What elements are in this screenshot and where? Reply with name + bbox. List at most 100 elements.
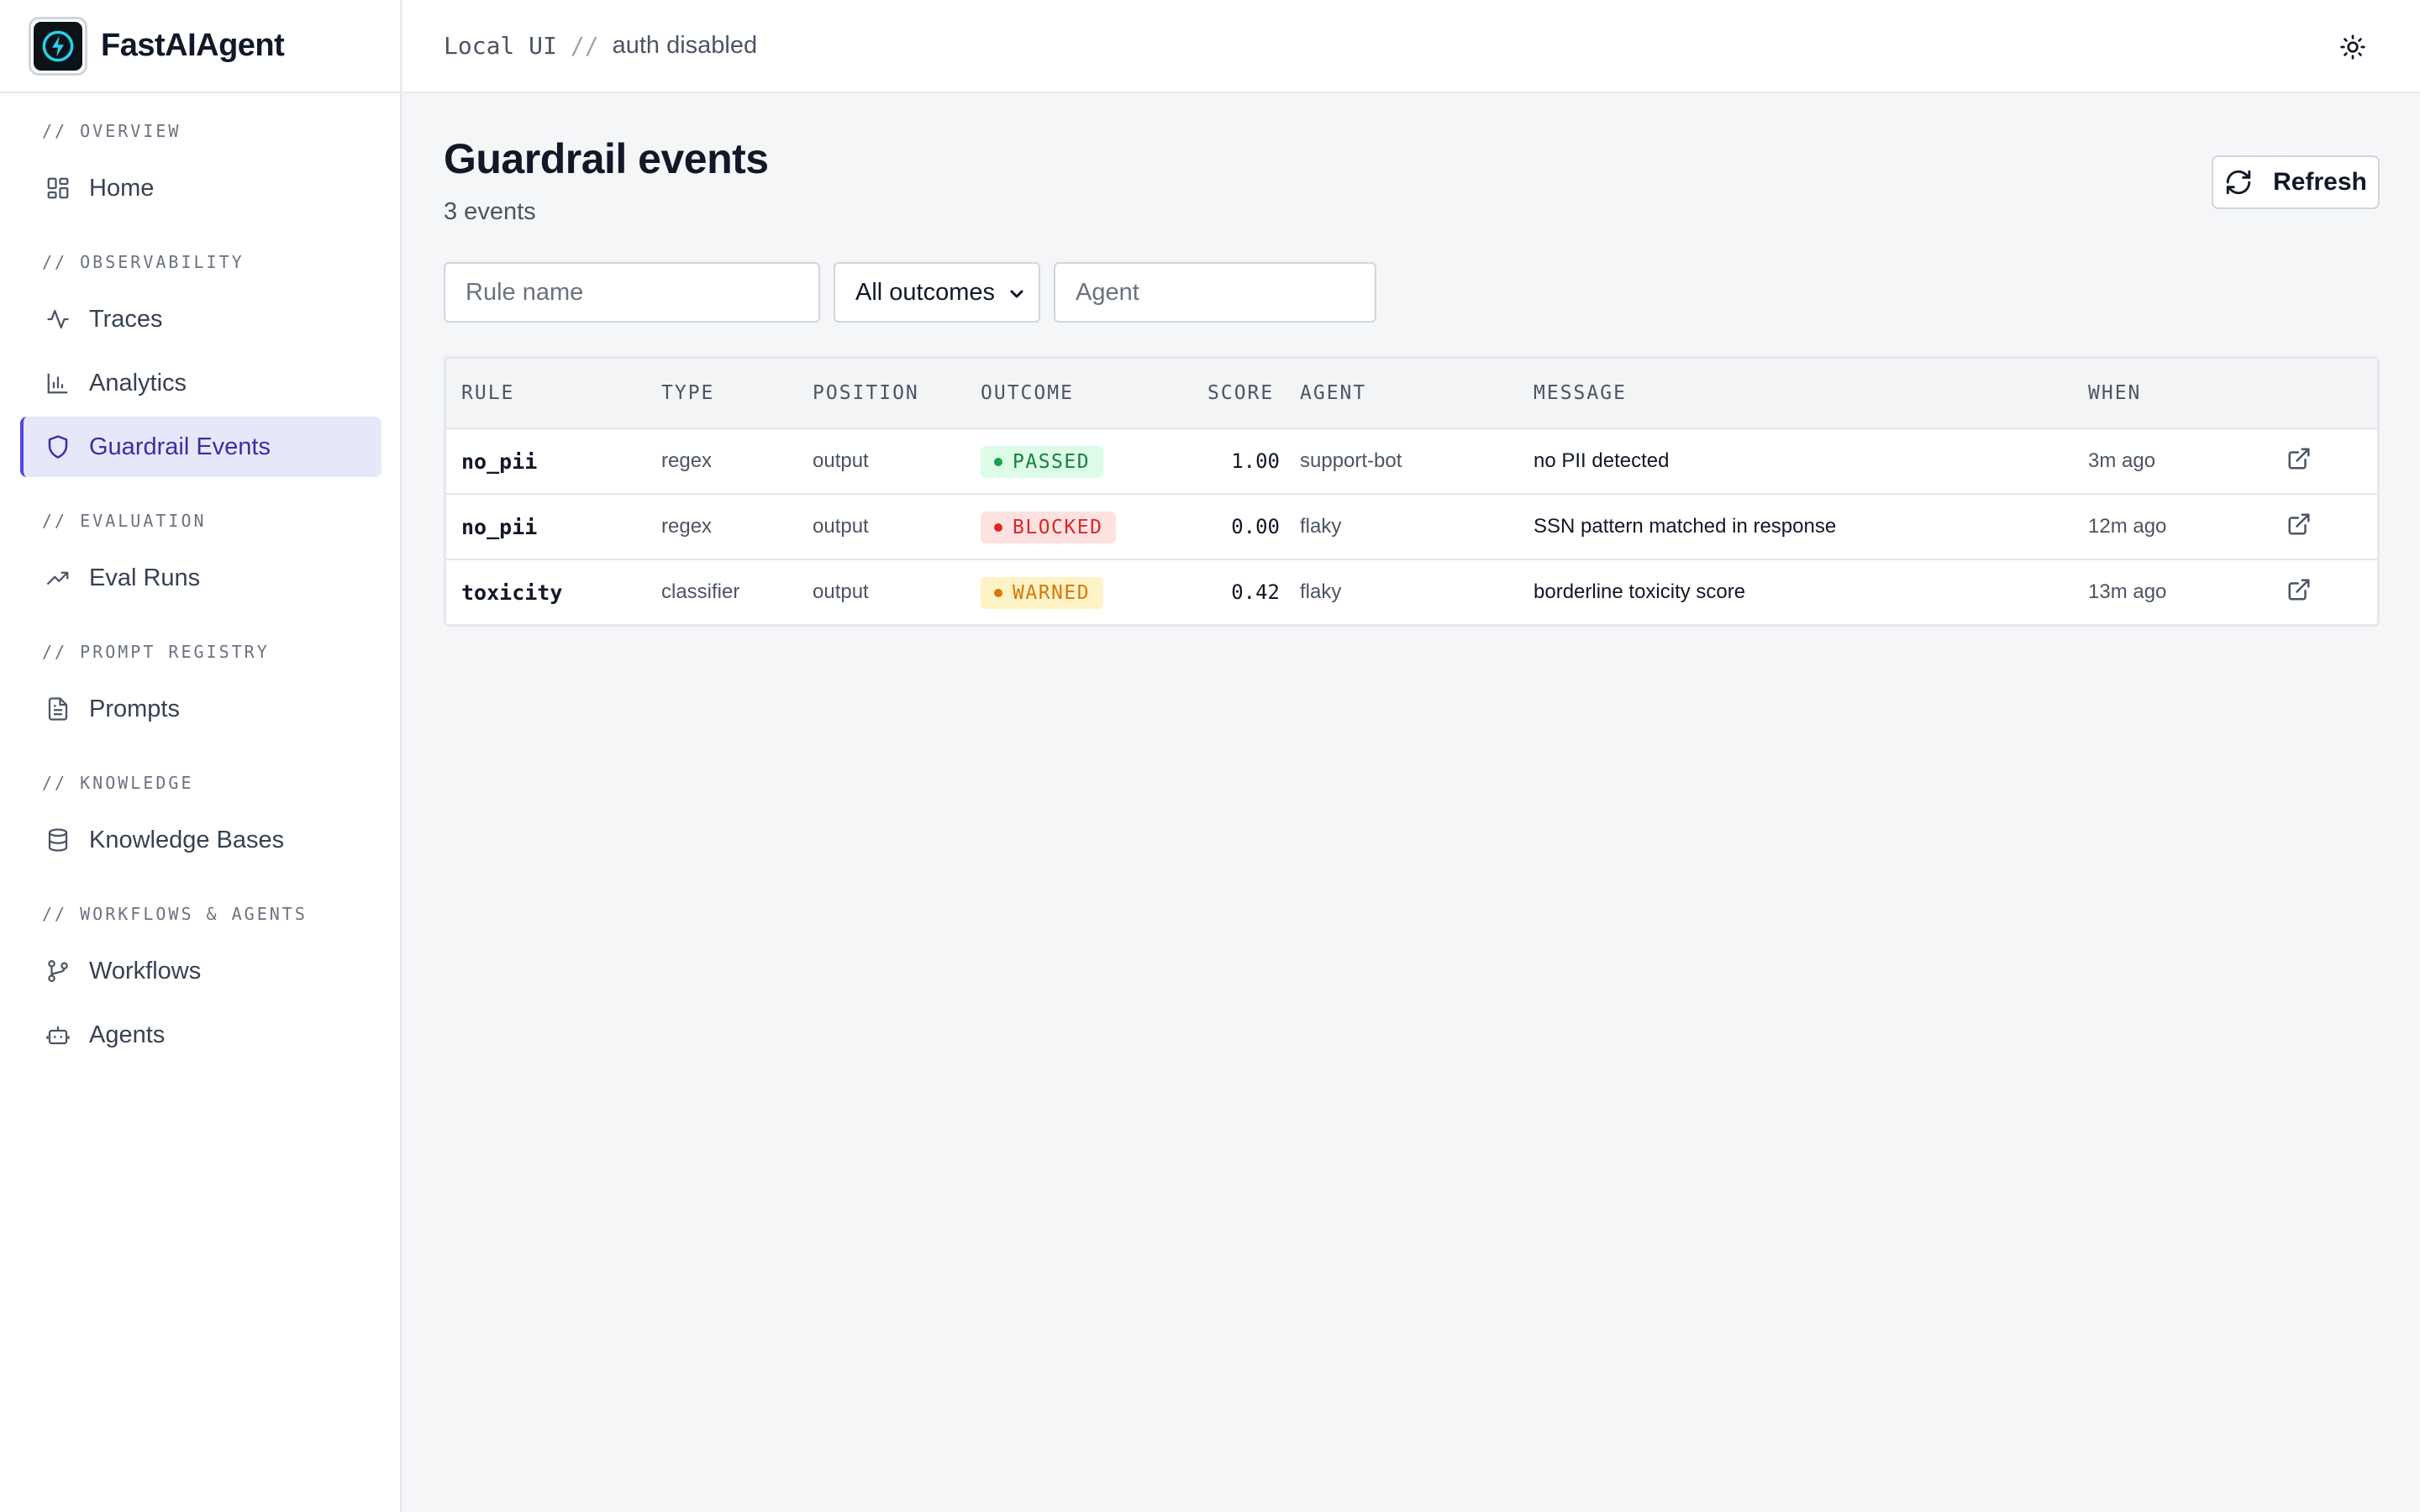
- sidebar-item-guardrail-events[interactable]: Guardrail Events: [20, 417, 381, 477]
- theme-toggle-button[interactable]: [2336, 30, 2370, 64]
- bot-icon: [44, 1021, 72, 1049]
- rule-name-input[interactable]: [444, 262, 820, 323]
- sidebar-item-prompts[interactable]: Prompts: [20, 679, 381, 739]
- outcome-badge: PASSED: [981, 446, 1104, 478]
- score-cell: 0.42: [1231, 580, 1280, 604]
- section-overview: // OVERVIEW: [42, 121, 182, 141]
- sidebar-item-traces[interactable]: Traces: [20, 289, 381, 349]
- event-count: 3 events: [444, 198, 536, 225]
- brand[interactable]: FastAIAgent: [0, 0, 400, 93]
- agent-cell: flaky: [1300, 580, 1342, 603]
- grid-icon: [44, 174, 72, 202]
- position-cell: output: [813, 515, 869, 538]
- activity-icon: [44, 305, 72, 333]
- outcome-badge: WARNED: [981, 577, 1104, 609]
- column-header-agent: AGENT: [1300, 382, 1367, 404]
- shield-icon: [44, 433, 72, 461]
- column-header-score: SCORE: [1207, 382, 1275, 404]
- bolt-icon: [42, 30, 74, 61]
- brand-name: FastAIAgent: [101, 28, 285, 63]
- sidebar-item-eval-runs[interactable]: Eval Runs: [20, 548, 381, 608]
- sidebar-item-analytics[interactable]: Analytics: [20, 353, 381, 413]
- refresh-button[interactable]: Refresh: [2212, 155, 2380, 209]
- column-header-rule: RULE: [461, 382, 515, 404]
- sun-icon: [2340, 34, 2365, 60]
- message-cell: SSN pattern matched in response: [1534, 515, 1837, 538]
- section-workflows-agents: // WORKFLOWS & AGENTS: [42, 904, 308, 924]
- column-header-type: TYPE: [661, 382, 715, 404]
- position-cell: output: [813, 580, 869, 603]
- breadcrumb-separator: //: [570, 32, 599, 60]
- refresh-label: Refresh: [2273, 168, 2367, 196]
- table-row[interactable]: toxicity classifier output WARNED 0.42 f…: [446, 560, 2377, 624]
- sidebar-item-knowledge-bases[interactable]: Knowledge Bases: [20, 810, 381, 870]
- sidebar-item-label: Eval Runs: [89, 564, 201, 591]
- sidebar-item-label: Workflows: [89, 957, 202, 984]
- outcome-label: BLOCKED: [1013, 517, 1103, 538]
- trending-up-icon: [44, 564, 72, 592]
- sidebar-item-label: Guardrail Events: [89, 433, 271, 460]
- outcome-label: WARNED: [1013, 582, 1091, 604]
- message-cell: no PII detected: [1534, 449, 1670, 472]
- agent-cell: support-bot: [1300, 449, 1402, 472]
- agent-input[interactable]: [1054, 262, 1376, 323]
- guardrail-events-table: RULE TYPE POSITION OUTCOME SCORE AGENT M…: [444, 356, 2380, 627]
- status-dot: [994, 523, 1002, 532]
- when-cell: 3m ago: [2088, 449, 2156, 472]
- external-link-icon[interactable]: [2286, 577, 2312, 602]
- status-dot: [994, 458, 1002, 466]
- chevron-down-icon: [1010, 290, 1023, 298]
- column-header-message: MESSAGE: [1534, 382, 1627, 404]
- outcome-select[interactable]: All outcomes: [834, 262, 1040, 323]
- sidebar-item-label: Knowledge Bases: [89, 826, 285, 853]
- column-header-position: POSITION: [813, 382, 919, 404]
- section-prompt-registry: // PROMPT REGISTRY: [42, 642, 270, 662]
- section-knowledge: // KNOWLEDGE: [42, 773, 194, 793]
- sidebar-item-label: Analytics: [89, 369, 187, 396]
- type-cell: regex: [661, 449, 713, 472]
- rule-cell: toxicity: [461, 580, 563, 605]
- score-cell: 0.00: [1231, 515, 1280, 538]
- table-row[interactable]: no_pii regex output PASSED 1.00 support-…: [446, 429, 2377, 495]
- sidebar: FastAIAgent // OVERVIEW Home // OBSERVAB…: [0, 0, 402, 1512]
- git-branch-icon: [44, 957, 72, 985]
- when-cell: 12m ago: [2088, 515, 2167, 538]
- outcome-label: PASSED: [1013, 451, 1091, 473]
- when-cell: 13m ago: [2088, 580, 2167, 603]
- rule-cell: no_pii: [461, 449, 538, 474]
- outcome-badge: BLOCKED: [981, 512, 1117, 543]
- table-header: RULE TYPE POSITION OUTCOME SCORE AGENT M…: [446, 359, 2377, 429]
- sidebar-item-label: Traces: [89, 305, 163, 333]
- score-cell: 1.00: [1231, 449, 1280, 473]
- refresh-icon: [2226, 170, 2251, 195]
- column-header-outcome: OUTCOME: [981, 382, 1074, 404]
- breadcrumb-local-ui: Local UI: [444, 32, 557, 60]
- sidebar-item-home[interactable]: Home: [20, 158, 381, 218]
- sidebar-item-label: Agents: [89, 1021, 166, 1048]
- sidebar-item-label: Home: [89, 174, 155, 202]
- position-cell: output: [813, 449, 869, 472]
- sidebar-item-workflows[interactable]: Workflows: [20, 941, 381, 1001]
- external-link-icon[interactable]: [2286, 446, 2312, 471]
- breadcrumb-auth-status: auth disabled: [612, 32, 758, 59]
- type-cell: regex: [661, 515, 713, 538]
- sidebar-item-label: Prompts: [89, 695, 180, 722]
- type-cell: classifier: [661, 580, 740, 603]
- agent-cell: flaky: [1300, 515, 1342, 538]
- logo: [29, 16, 87, 76]
- column-header-when: WHEN: [2088, 382, 2142, 404]
- status-dot: [994, 589, 1002, 597]
- outcome-select-value: All outcomes: [855, 278, 996, 306]
- section-observability: // OBSERVABILITY: [42, 252, 245, 272]
- page-title: Guardrail events: [444, 135, 769, 182]
- topbar: Local UI // auth disabled: [403, 0, 2420, 93]
- rule-cell: no_pii: [461, 515, 538, 539]
- database-icon: [44, 826, 72, 854]
- bar-chart-icon: [44, 369, 72, 397]
- file-text-icon: [44, 695, 72, 723]
- section-evaluation: // EVALUATION: [42, 511, 207, 531]
- message-cell: borderline toxicity score: [1534, 580, 1746, 603]
- external-link-icon[interactable]: [2286, 512, 2312, 537]
- table-row[interactable]: no_pii regex output BLOCKED 0.00 flaky S…: [446, 495, 2377, 560]
- sidebar-item-agents[interactable]: Agents: [20, 1005, 381, 1065]
